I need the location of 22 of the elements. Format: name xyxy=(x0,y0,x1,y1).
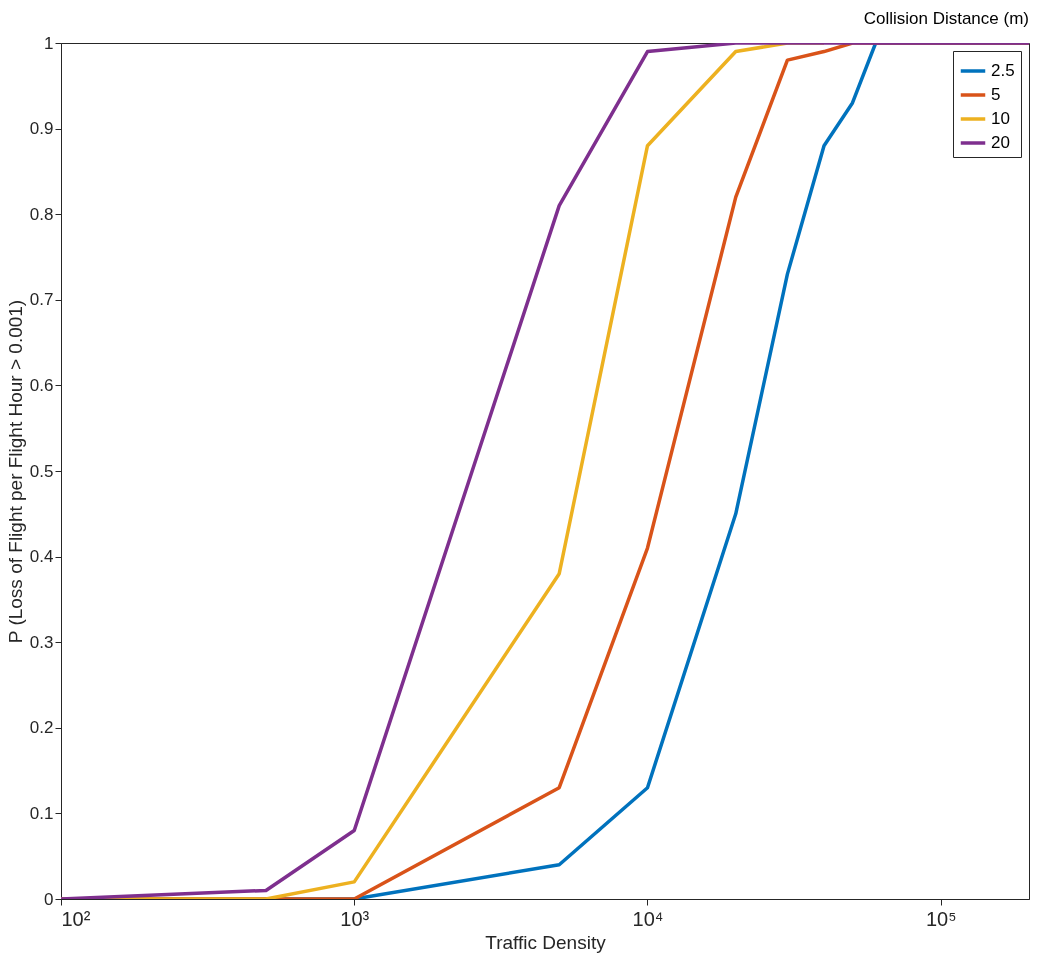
y-tick-label: 0.7 xyxy=(29,290,54,310)
y-tick-label: 0.1 xyxy=(29,803,54,823)
y-tick-label: 0 xyxy=(44,889,54,909)
y-tick-label: 0.8 xyxy=(29,204,54,224)
y-tick-label: 0.5 xyxy=(29,461,54,481)
y-tick-label: 0.6 xyxy=(29,375,54,395)
x-tick-label: 10³ xyxy=(340,907,370,930)
y-tick-label: 0.3 xyxy=(29,632,54,652)
legend-label: 5 xyxy=(991,85,1001,104)
y-tick-label: 1 xyxy=(44,33,54,53)
y-tick-label: 0.2 xyxy=(29,718,54,738)
legend-title: Collision Distance (m) xyxy=(863,9,1029,28)
x-tick-label: 10⁵ xyxy=(925,907,957,930)
x-tick-label: 10⁴ xyxy=(632,907,664,930)
legend-label: 2.5 xyxy=(991,61,1015,80)
y-tick-label: 0.4 xyxy=(29,547,54,567)
y-tick-label: 0.9 xyxy=(29,119,54,139)
x-axis-title: Traffic Density xyxy=(485,931,607,953)
y-axis-title: P (Loss of Flight per Flight Hour > 0.001) xyxy=(4,299,26,644)
x-tick-label: 10² xyxy=(61,907,91,930)
legend-label: 10 xyxy=(991,109,1010,128)
legend-label: 20 xyxy=(991,133,1010,152)
